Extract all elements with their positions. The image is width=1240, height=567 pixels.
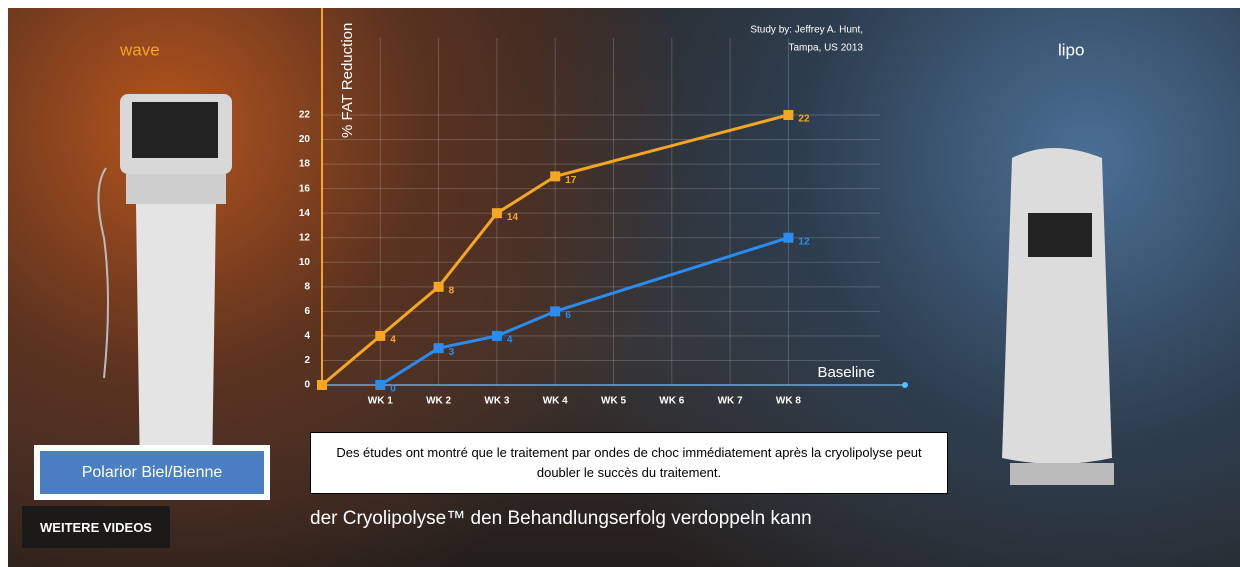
annotation: Tampa, US 2013 [789,43,864,54]
data-point [375,380,385,390]
y-tick-label: 20 [299,134,311,145]
data-label: 3 [449,347,455,358]
data-label: 6 [565,310,571,321]
x-tick-label: WK 6 [659,396,684,407]
logo-left: wave [119,40,160,59]
y-tick-label: 18 [299,159,311,170]
data-point [783,110,793,120]
y-axis-label: % FAT Reduction [339,23,356,138]
data-point [492,331,502,341]
video-frame: wave lipo 0 2 4 6 8 10 12 14 16 18 20 22 WK 1 WK 2 WK … [8,8,1240,567]
annotation: Study by: Jeffrey A. Hunt, [750,25,863,36]
x-tick-label: WK 2 [426,396,451,407]
device-left [98,94,232,478]
data-point [317,380,327,390]
data-point [550,306,560,316]
x-tick-label: WK 4 [543,396,568,407]
data-label: 12 [798,236,810,247]
device-right [1002,148,1114,485]
y-tick-label: 16 [299,183,311,194]
x-tick-label: WK 5 [601,396,626,407]
data-label: 17 [565,175,577,186]
location-button[interactable]: Polarior Biel/Bienne [34,445,270,500]
data-label: 22 [798,114,810,125]
y-tick-label: 4 [304,331,310,342]
y-tick-label: 22 [299,110,311,121]
data-label: 8 [449,285,455,296]
page: wave lipo 0 2 4 6 8 10 12 14 16 18 20 22 WK 1 WK 2 WK … [0,0,1240,567]
data-label: 4 [507,335,513,346]
x-axis-label: Baseline [817,364,875,381]
button-label[interactable]: Polarior Biel/Bienne [40,451,264,494]
data-label: 14 [507,212,519,223]
data-label: 4 [390,335,396,346]
data-point [375,331,385,341]
data-point [434,282,444,292]
logo-right: lipo [1058,40,1084,59]
data-point [492,208,502,218]
x-tick-label: WK 1 [368,396,393,407]
caption: Des études ont montré que le traitement … [310,432,948,494]
video-subtitle: der Cryolipolyse™ den Behandlungserfolg … [310,508,812,530]
y-tick-label: 10 [299,257,311,268]
y-tick-label: 0 [304,380,310,391]
data-point [783,233,793,243]
x-tick-label: WK 3 [484,396,509,407]
x-tick-label: WK 8 [776,396,801,407]
y-tick-label: 2 [304,355,310,366]
x-tick-label: WK 7 [718,396,743,407]
data-point [434,343,444,353]
data-point [550,171,560,181]
more-videos-button[interactable]: WEITERE VIDEOS [22,506,170,548]
axis-end [902,382,908,388]
y-tick-label: 6 [304,306,310,317]
y-tick-label: 12 [299,232,311,243]
y-tick-label: 14 [299,208,311,219]
data-label: 0 [390,384,396,395]
y-tick-label: 8 [304,281,310,292]
